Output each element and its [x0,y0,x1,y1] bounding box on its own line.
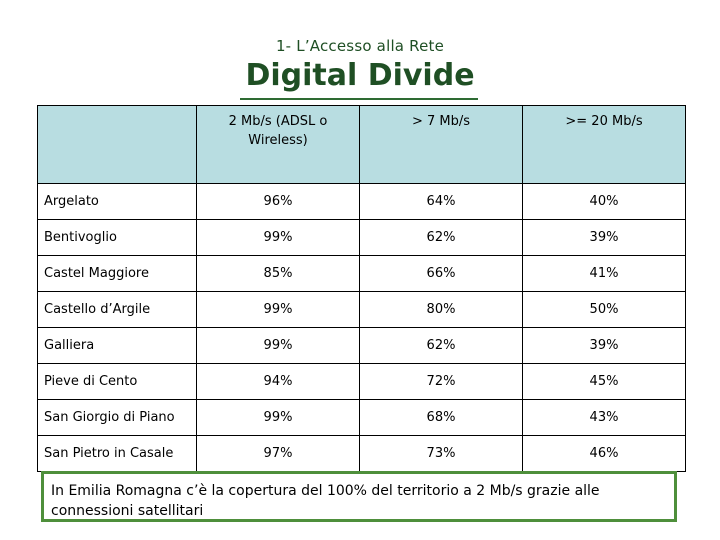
coverage-20mbps: 41% [522,255,686,292]
coverage-7mbps: 62% [359,219,523,256]
municipality-name: Argelato [37,183,197,220]
coverage-7mbps: 66% [359,255,523,292]
coverage-2mbps: 96% [196,183,360,220]
coverage-20mbps: 50% [522,291,686,328]
coverage-20mbps: 43% [522,399,686,436]
column-header-20mbps: >= 20 Mb/s [522,105,686,184]
column-header-2mbps: 2 Mb/s (ADSL o Wireless) [196,105,360,184]
table-row: San Pietro in Casale 97% 73% 46% [37,435,686,472]
table-row: Galliera 99% 62% 39% [37,327,686,364]
municipality-name: Galliera [37,327,197,364]
coverage-20mbps: 39% [522,219,686,256]
table-row: Bentivoglio 99% 62% 39% [37,219,686,256]
slide-title: Digital Divide [245,58,475,93]
table-row: Castello d’Argile 99% 80% 50% [37,291,686,328]
coverage-20mbps: 46% [522,435,686,472]
coverage-7mbps: 80% [359,291,523,328]
municipality-name: San Pietro in Casale [37,435,197,472]
coverage-2mbps: 99% [196,399,360,436]
coverage-20mbps: 39% [522,327,686,364]
coverage-2mbps: 99% [196,291,360,328]
coverage-table: 2 Mb/s (ADSL o Wireless) > 7 Mb/s >= 20 … [37,105,686,472]
coverage-20mbps: 40% [522,183,686,220]
coverage-7mbps: 73% [359,435,523,472]
table-corner-cell [37,105,197,184]
table-body: Argelato 96% 64% 40% Bentivoglio 99% 62%… [37,183,686,472]
coverage-7mbps: 72% [359,363,523,400]
coverage-2mbps: 99% [196,219,360,256]
coverage-20mbps: 45% [522,363,686,400]
table-header-row: 2 Mb/s (ADSL o Wireless) > 7 Mb/s >= 20 … [37,105,686,184]
municipality-name: Pieve di Cento [37,363,197,400]
coverage-2mbps: 94% [196,363,360,400]
coverage-2mbps: 85% [196,255,360,292]
coverage-2mbps: 99% [196,327,360,364]
column-header-7mbps: > 7 Mb/s [359,105,523,184]
coverage-7mbps: 68% [359,399,523,436]
municipality-name: Bentivoglio [37,219,197,256]
slide-subtitle: 1- L’Accesso alla Rete [275,37,445,55]
table-row: San Giorgio di Piano 99% 68% 43% [37,399,686,436]
table-row: Pieve di Cento 94% 72% 45% [37,363,686,400]
coverage-7mbps: 64% [359,183,523,220]
table-row: Argelato 96% 64% 40% [37,183,686,220]
satellite-coverage-note: In Emilia Romagna c’è la copertura del 1… [41,471,677,522]
title-underline [240,98,478,100]
table-row: Castel Maggiore 85% 66% 41% [37,255,686,292]
coverage-7mbps: 62% [359,327,523,364]
municipality-name: Castello d’Argile [37,291,197,328]
coverage-2mbps: 97% [196,435,360,472]
municipality-name: San Giorgio di Piano [37,399,197,436]
municipality-name: Castel Maggiore [37,255,197,292]
